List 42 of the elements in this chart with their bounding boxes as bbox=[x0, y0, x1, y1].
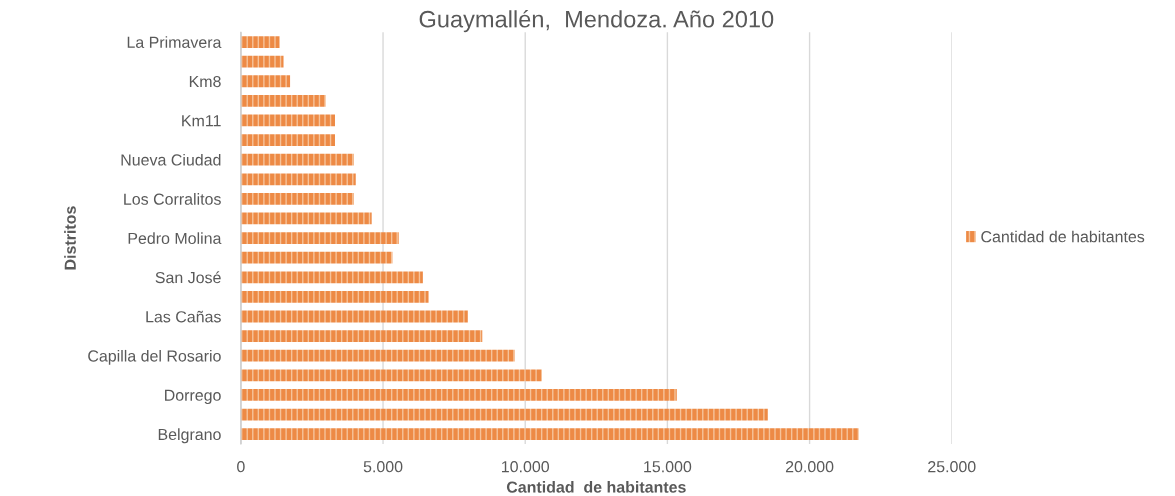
bar bbox=[240, 94, 326, 107]
bar bbox=[240, 212, 372, 225]
x-tick-label: 5.000 bbox=[363, 461, 403, 473]
x-tick-label: 10.000 bbox=[502, 461, 550, 473]
x-tick-label: 15.000 bbox=[644, 461, 692, 473]
bar bbox=[240, 153, 354, 166]
bar bbox=[240, 428, 859, 440]
bar bbox=[240, 134, 335, 146]
chart-title: Guaymallén, Mendoza. Año 2010 bbox=[419, 9, 774, 33]
bar bbox=[240, 271, 423, 284]
y-tick-label: Dorrego bbox=[165, 389, 221, 405]
bar bbox=[240, 330, 483, 342]
y-tick-label: Nueva Ciudad bbox=[121, 153, 221, 166]
bar bbox=[240, 192, 354, 205]
y-tick-label: San José bbox=[155, 271, 221, 284]
bar bbox=[240, 75, 291, 88]
y-tick-label: Las Cañas bbox=[146, 310, 221, 323]
bar bbox=[240, 408, 768, 421]
y-tick-label: Capilla del Rosario bbox=[88, 349, 221, 365]
y-tick-label: Los Corralitos bbox=[124, 193, 221, 205]
bar bbox=[240, 55, 284, 68]
bar bbox=[240, 251, 393, 264]
bar bbox=[240, 291, 429, 303]
y-tick-label: Pedro Molina bbox=[128, 232, 222, 245]
x-axis-title: Cantidad de habitantes bbox=[506, 481, 686, 493]
y-tick-label: Belgrano bbox=[158, 428, 221, 444]
bar bbox=[240, 232, 399, 244]
y-axis-title: Distritos bbox=[64, 206, 76, 270]
y-tick-label: Km11 bbox=[182, 115, 221, 127]
y-tick-label: Km8 bbox=[189, 75, 221, 88]
x-tick-label: 25.000 bbox=[928, 461, 976, 473]
y-tick-label: La Primavera bbox=[127, 36, 222, 48]
bar bbox=[240, 173, 356, 186]
bar bbox=[240, 349, 515, 362]
legend-label: Cantidad de habitantes bbox=[981, 230, 1145, 243]
bar bbox=[240, 389, 677, 401]
bar bbox=[240, 36, 280, 48]
bar bbox=[240, 310, 468, 323]
x-tick-label: 20.000 bbox=[785, 461, 834, 473]
bar bbox=[240, 369, 542, 382]
x-tick-label: 0 bbox=[237, 461, 245, 473]
bar bbox=[240, 114, 335, 127]
